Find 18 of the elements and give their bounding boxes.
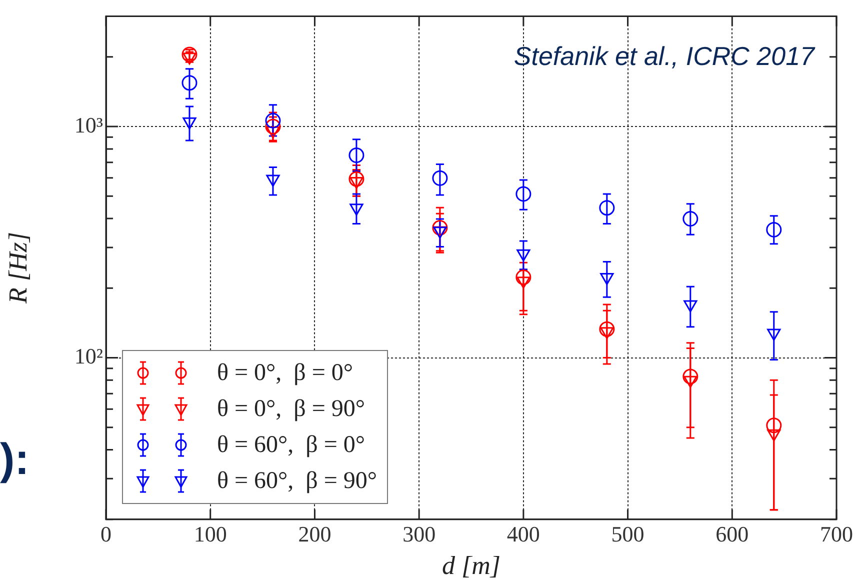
x-tick-label: 100 [194,521,227,546]
annotation: Stefanik et al., ICRC 2017 [514,41,816,72]
y-tick-label: 10² [74,344,104,369]
y-axis-title: R [Hz] [3,232,32,305]
legend-label: θ = 60°, β = 90° [217,468,377,494]
legend-label: θ = 0°, β = 90° [217,396,365,422]
x-axis-title: d [m] [442,551,501,580]
legend-label: θ = 0°, β = 0° [217,360,353,386]
x-tick-label: 200 [298,521,332,546]
x-tick-label: 300 [402,521,436,546]
y-tick-label: 10³ [74,112,104,138]
x-tick-label: 0 [100,521,112,546]
x-tick-label: 700 [820,521,853,546]
x-tick-label: 500 [611,521,644,546]
legend-label: θ = 60°, β = 0° [217,432,365,458]
x-tick-label: 600 [716,521,749,546]
text: ): [0,435,30,484]
x-tick-label: 400 [506,521,540,546]
